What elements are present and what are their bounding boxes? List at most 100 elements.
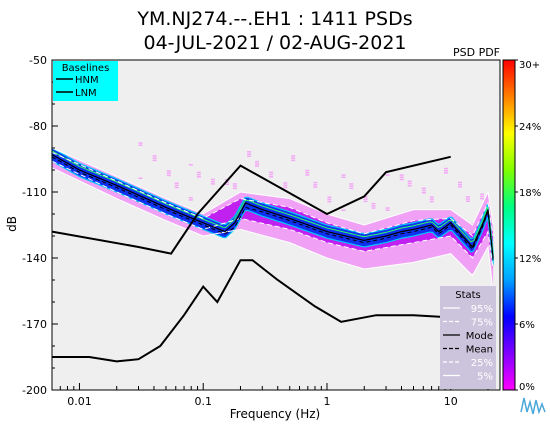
density-cloud [51,142,494,291]
sparse-psd-mark [232,187,237,190]
y-axis-ticks: -50 -80 -110 -140 -170 -200 [22,54,58,397]
sparse-psd-mark [385,174,390,176]
sparse-psd-mark [269,176,274,178]
sparse-psd-mark [385,207,390,209]
logo-icon [520,397,546,415]
y-tick-label: -170 [22,318,47,331]
sparse-psd-mark [305,172,310,174]
y-tick-label: -140 [22,252,47,265]
x-axis-ticks: 0.01 0.1 1 10 [51,383,489,408]
line-hnm [51,155,451,255]
line-25 [51,160,494,270]
sparse-psd-mark [443,172,448,174]
sparse-psd-mark [247,151,252,153]
sparse-psd-mark [327,200,332,203]
sparse-psd-mark [269,171,274,174]
sparse-psd-mark [341,209,346,211]
sparse-psd-mark [305,169,310,172]
baselines-legend-box [53,61,118,101]
density-core [51,146,494,265]
line-mean [51,156,494,261]
line-75 [51,151,494,237]
sparse-psd-mark [429,198,434,201]
sparse-psd-mark [196,173,201,176]
sparse-psd-mark [269,173,274,176]
sparse-psd-mark [421,192,426,194]
stats-legend-entry: 75% [471,318,493,329]
sparse-psd-mark [327,198,332,201]
sparse-psd-mark [138,144,143,146]
sparse-psd-mark [341,174,346,176]
sparse-psd-mark [458,181,462,184]
x-tick-label: 0.01 [67,395,92,408]
sparse-psd-mark [458,183,462,186]
sparse-psd-mark [363,196,368,198]
sparse-psd-mark [407,182,412,185]
baselines-legend-title: Baselines [62,63,110,74]
stats-legend-entry: Mean [466,345,493,356]
sparse-psd-mark [480,195,485,198]
stats-legend: Stats 95% 75% Mode Mean 25% 5% [440,286,496,389]
sparse-psd-mark [152,157,157,159]
axes [51,59,501,391]
colorbar-tick-label: 30+ [519,60,540,71]
sparse-psd-mark [313,186,318,188]
colorbar-tick-label: 12% [519,254,541,265]
sparse-psd-mark [166,174,171,177]
sparse-psd-mark [166,170,171,172]
stats-legend-title: Stats [455,290,481,301]
sparse-psd-mark [138,177,143,179]
sparse-psd-mark [421,189,426,192]
sparse-psd-mark [232,183,237,185]
stats-legend-box [440,286,496,389]
sparse-psd-mark [421,187,426,190]
sparse-psd-mark [443,170,448,172]
colorbar-gradient [502,59,516,391]
sparse-psd-mark [152,159,157,162]
sparse-psd-mark [480,193,485,195]
sparse-psd-mark [196,171,201,174]
sparse-psd-mark [341,176,346,178]
stats-legend-entry: 25% [471,358,493,369]
y-tick-label: -50 [29,54,47,67]
sparse-psd-mark [210,178,215,181]
sparse-psd-mark [305,174,310,176]
stats-legend-entry: Mode [466,331,493,342]
x-tick-label: 1 [323,395,330,408]
sparse-psd-mark [349,183,354,185]
sparse-psd-mark [480,197,485,200]
colorbar-tick-label: 24% [519,122,541,133]
colorbar-tick-label: 18% [519,188,541,199]
sparse-psd-mark [443,167,448,170]
sparse-psd-mark [196,176,201,178]
sparse-psd-mark [363,198,368,200]
sparse-psd-mark [225,183,229,185]
colorbar-tick-label: 6% [519,320,535,331]
sparse-psd-mark [349,185,354,187]
plot-frame [51,59,501,391]
chart-title-line2: 04-JUL-2021 / 02-AUG-2021 [144,32,407,54]
sparse-psd-mark [291,159,296,162]
line-5 [51,167,494,292]
sparse-psd-mark [407,180,412,183]
stat-lines [51,147,494,363]
sparse-psd-mark [232,185,237,187]
line-mode [51,154,494,259]
baselines-legend-entry: HNM [75,75,99,86]
sparse-psd-mark [188,164,193,166]
sparse-psd-mark [283,186,288,189]
sparse-psd-mark [283,182,288,184]
y-axis-label: dB [5,216,19,232]
x-tick-label: 0.1 [194,395,212,408]
sparse-psd-mark [247,155,252,157]
baselines-legend-entry: LNM [75,88,97,99]
sparse-psd-mark [313,184,318,186]
sparse-psd-mark [283,184,288,186]
sparse-psd-mark [465,196,470,198]
sparse-psd-mark [399,178,404,181]
sparse-psd-mark [349,187,354,190]
sparse-psd-mark [429,200,434,203]
sparse-psd-mark [174,182,179,184]
colorbar: 30+ 24% 18% 12% 6% 0% [502,59,541,393]
x-tick-label: 10 [444,395,458,408]
